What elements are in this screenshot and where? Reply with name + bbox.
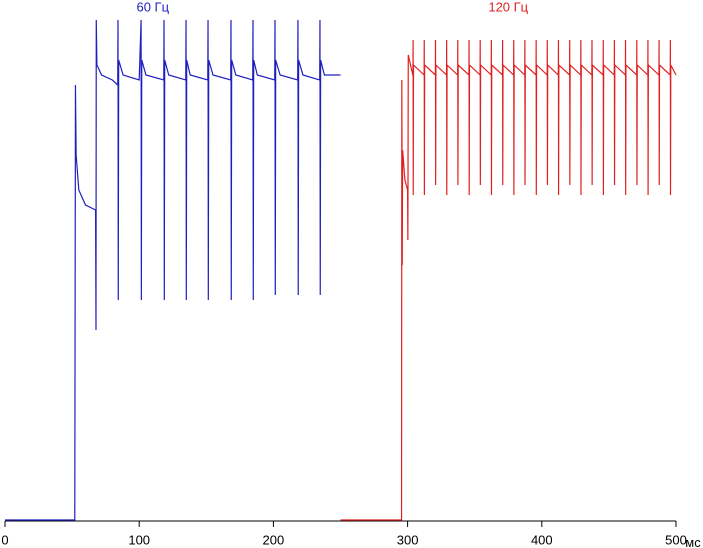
series-label: 120 Гц [488,0,528,14]
series-label: 60 Гц [136,0,169,14]
x-tick-label: 0 [1,532,8,547]
x-tick-label: 200 [263,532,285,547]
x-tick-label: 300 [397,532,419,547]
x-tick-label: 500 [665,532,687,547]
series-line [5,19,341,521]
x-tick-label: 400 [531,532,553,547]
x-tick-label: 100 [128,532,150,547]
x-axis-label: мс [685,535,701,548]
series-line [340,39,677,521]
